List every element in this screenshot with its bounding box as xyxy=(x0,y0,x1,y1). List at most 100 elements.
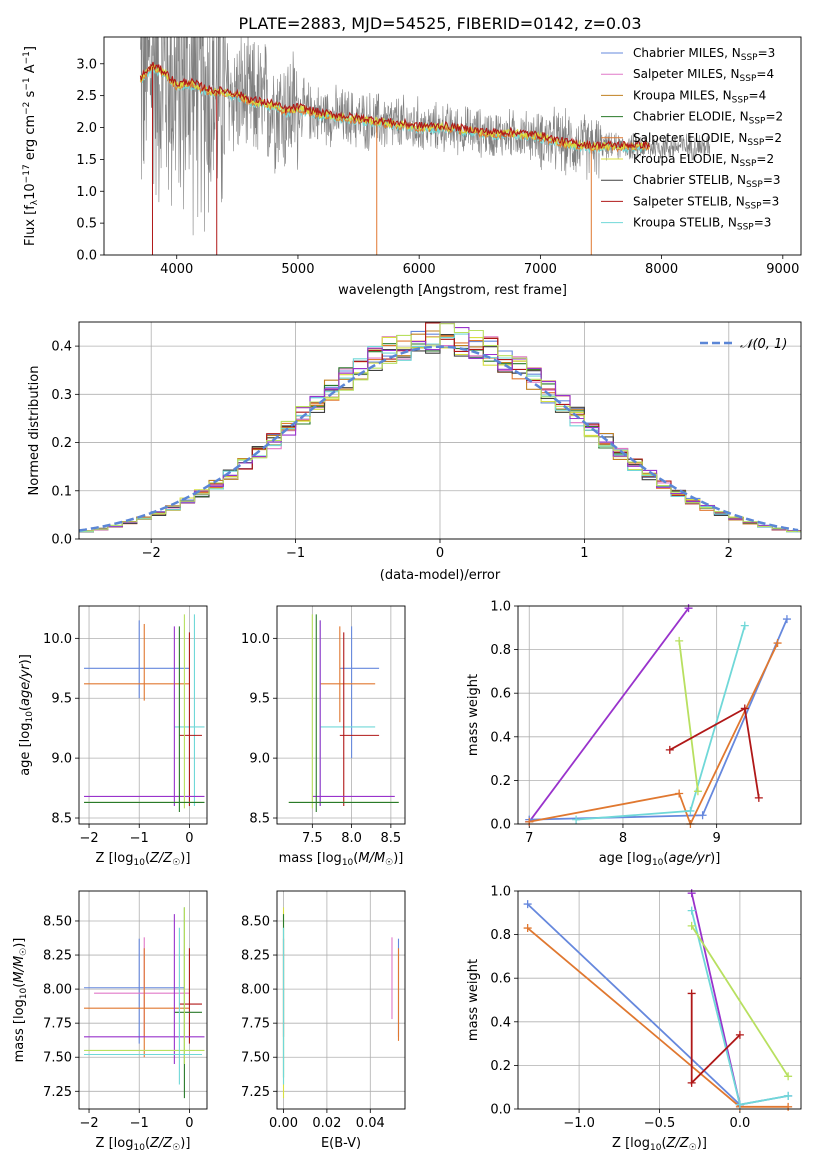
x-tick-label: 1 xyxy=(580,546,588,561)
y-tick-label: 0.0 xyxy=(51,533,72,548)
weight-marker xyxy=(687,921,696,930)
x-tick-label: 5000 xyxy=(281,262,314,277)
legend-label: Salpeter ELODIE, NSSP=2 xyxy=(633,131,782,148)
spectrum-plot xyxy=(139,37,711,255)
y-axis-label: Flux [fλ10−17 erg cm−2 s−1 A−1] xyxy=(22,46,40,246)
errorbar-plot xyxy=(282,907,400,1099)
panel-weight_vs_age: 7 8 9 0.0 0.2 0.4 0.6 0.8 1.0 age [log10(age/yr)]… xyxy=(466,600,802,868)
weight-marker xyxy=(687,906,696,915)
errorbar-plot xyxy=(84,907,205,1099)
weight-line xyxy=(529,642,779,827)
x-axis-label: Z [log10(Z/Z☉)] xyxy=(96,851,191,868)
legend-label: Salpeter MILES, NSSP=4 xyxy=(633,67,774,84)
x-tick-label: −1 xyxy=(286,546,305,561)
y-tick-label: 9.5 xyxy=(51,692,72,707)
y-tick-label: 0.6 xyxy=(490,687,511,702)
data-spectrum xyxy=(140,37,711,236)
x-tick-label: 7000 xyxy=(524,262,557,277)
y-tick-label: 0.2 xyxy=(490,1059,511,1074)
weight-line xyxy=(528,607,690,823)
axes-frame xyxy=(276,890,406,1110)
y-tick-label: 0.0 xyxy=(490,1103,511,1118)
panel-weight_vs_Z: −1.0 −0.5 0.0 0.0 0.2 0.4 0.6 0.8 1.0 Z [log10(Z/… xyxy=(466,885,802,1153)
weight-line xyxy=(527,927,789,1108)
y-tick-label: 10.0 xyxy=(241,632,270,647)
y-tick-label: 8.50 xyxy=(241,914,270,929)
x-axis-label: (data-model)/error xyxy=(380,568,501,583)
weight-marker xyxy=(784,1102,793,1111)
x-tick-label: 8.0 xyxy=(341,831,362,846)
x-tick-label: 7 xyxy=(525,831,533,846)
y-tick-label: 9.0 xyxy=(249,752,270,767)
y-tick-label: 8.50 xyxy=(43,914,72,929)
x-tick-label: 0.0 xyxy=(730,1116,751,1131)
weight-marker xyxy=(754,793,763,802)
x-tick-label: 0.04 xyxy=(356,1116,385,1131)
x-tick-label: 0.00 xyxy=(269,1116,298,1131)
y-tick-label: 8.00 xyxy=(241,983,270,998)
y-axis-label: Normed distribution xyxy=(27,366,42,496)
y-tick-label: 0.0 xyxy=(76,249,97,264)
y-tick-label: 1.0 xyxy=(490,600,511,615)
weight-line xyxy=(669,707,760,798)
model-spectrum xyxy=(139,61,651,150)
weight-marker xyxy=(784,1091,793,1100)
histogram-plot xyxy=(79,322,801,533)
y-axis-label: mass weight xyxy=(466,959,481,1041)
y-tick-label: 0.4 xyxy=(490,1015,511,1030)
y-tick-label: 0.6 xyxy=(490,972,511,987)
y-tick-label: 9.0 xyxy=(51,752,72,767)
weight-marker xyxy=(675,636,684,645)
panel-spectrum: 4000 5000 6000 7000 8000 9000 0.0 0.5 1.0 1.5 2.0 2… xyxy=(22,36,802,298)
panel-age_vs_mass: 7.5 8.0 8.5 8.5 9.0 9.5 10.0 mass [log10(M/M☉)] xyxy=(241,605,406,868)
y-tick-label: 7.50 xyxy=(43,1051,72,1066)
legend-label: Kroupa ELODIE, NSSP=2 xyxy=(633,152,774,169)
x-tick-label: 0 xyxy=(436,546,444,561)
weight-line xyxy=(678,640,699,792)
y-tick-label: 10.0 xyxy=(43,632,72,647)
y-tick-label: 0.0 xyxy=(490,818,511,833)
weight-marker xyxy=(735,1100,744,1109)
y-tick-label: 1.0 xyxy=(76,185,97,200)
y-tick-label: 7.25 xyxy=(43,1085,72,1100)
x-axis-label: age [log10(age/yr)] xyxy=(599,851,721,868)
x-tick-label: 9000 xyxy=(766,262,799,277)
x-tick-label: −1.0 xyxy=(563,1116,595,1131)
legend-label: Kroupa STELIB, NSSP=3 xyxy=(633,216,771,233)
y-tick-label: 8.25 xyxy=(43,949,72,964)
weight-marker xyxy=(684,604,693,613)
y-tick-label: 0.3 xyxy=(51,388,72,403)
legend-label: 𝒩(0, 1) xyxy=(740,337,787,352)
x-tick-label: −1 xyxy=(130,831,149,846)
axes-frame xyxy=(517,890,802,1110)
weight-marker xyxy=(665,745,674,754)
x-axis-label: wavelength [Angstrom, rest frame] xyxy=(338,283,567,298)
x-tick-label: −2 xyxy=(79,831,98,846)
y-tick-label: 2.0 xyxy=(76,121,97,136)
y-axis-label: age [log10(age/yr)] xyxy=(18,654,35,776)
weight-marker xyxy=(782,615,791,624)
y-tick-label: 8.5 xyxy=(51,812,72,827)
x-tick-label: −1 xyxy=(130,1116,149,1131)
x-tick-label: 8000 xyxy=(645,262,678,277)
y-tick-label: 7.75 xyxy=(241,1017,270,1032)
weight-marker xyxy=(740,621,749,630)
weight-marker xyxy=(698,811,707,820)
x-tick-label: −2 xyxy=(142,546,161,561)
panel-mass_vs_ebv: 0.00 0.02 0.04 7.25 7.50 7.75 8.00 8.25 8.50 E(B-… xyxy=(241,890,406,1151)
y-tick-label: 8.5 xyxy=(249,812,270,827)
x-tick-label: 9 xyxy=(713,831,721,846)
y-tick-label: 0.4 xyxy=(490,730,511,745)
legend-label: Chabrier MILES, NSSP=3 xyxy=(633,46,775,63)
figure-title: PLATE=2883, MJD=54525, FIBERID=0142, z=0… xyxy=(238,14,641,33)
weight-marker xyxy=(686,806,695,815)
x-tick-label: 0 xyxy=(185,831,193,846)
y-tick-label: 0.2 xyxy=(51,436,72,451)
y-tick-label: 8.00 xyxy=(43,983,72,998)
weight-marker xyxy=(687,889,696,898)
legend-label: Chabrier ELODIE, NSSP=2 xyxy=(633,110,783,127)
axes-frame xyxy=(276,605,406,825)
weight-marker xyxy=(523,900,532,909)
legend-label: Salpeter STELIB, NSSP=3 xyxy=(633,194,779,211)
